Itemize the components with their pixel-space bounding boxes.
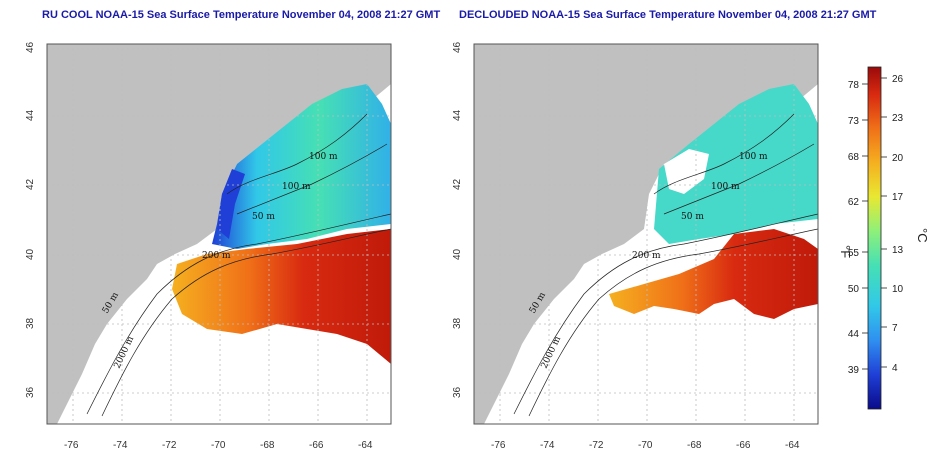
x-tick-label: -74: [113, 440, 128, 451]
contour-label: 200 m: [632, 251, 661, 261]
fahrenheit-tick: 44: [848, 329, 860, 340]
contour-label: 50 m: [252, 212, 275, 222]
land-mass: [47, 44, 391, 424]
sst-cool-region: [654, 84, 818, 244]
fahrenheit-tick: 68: [848, 152, 860, 163]
sst-warm-region: [609, 229, 818, 319]
left-x-axis: -76 -74 -72 -70 -68 -66 -64: [64, 440, 373, 451]
left-y-axis: 46 44 42 40 38 36: [25, 41, 36, 398]
x-tick-label: -66: [309, 440, 324, 451]
y-tick-label: 44: [452, 109, 463, 121]
y-tick-label: 42: [25, 178, 36, 190]
x-tick-label: -68: [687, 440, 702, 451]
celsius-tick: 7: [892, 323, 898, 334]
celsius-tick: 23: [892, 113, 904, 124]
x-tick-label: -76: [491, 440, 506, 451]
celsius-unit-label: °C: [915, 228, 930, 243]
y-tick-label: 36: [452, 386, 463, 398]
x-tick-label: -74: [540, 440, 555, 451]
right-x-axis: -76 -74 -72 -70 -68 -66 -64: [491, 440, 800, 451]
fahrenheit-tick: 78: [848, 80, 860, 91]
contour-label: 50 m: [681, 212, 704, 222]
celsius-tick: 4: [892, 363, 898, 374]
y-tick-label: 46: [452, 41, 463, 53]
celsius-tick: 13: [892, 245, 904, 256]
contour-label: 100 m: [711, 182, 740, 192]
x-tick-label: -68: [260, 440, 275, 451]
x-tick-label: -72: [589, 440, 604, 451]
fahrenheit-tick: 55: [848, 248, 860, 259]
y-tick-label: 38: [25, 317, 36, 329]
fahrenheit-unit-label: °F: [838, 245, 853, 258]
y-tick-label: 44: [25, 109, 36, 121]
fahrenheit-tick: 39: [848, 365, 860, 376]
x-tick-label: -70: [211, 440, 226, 451]
land-mass: [474, 44, 818, 424]
y-tick-label: 42: [452, 178, 463, 190]
contour-label: 200 m: [202, 251, 231, 261]
y-tick-label: 40: [452, 248, 463, 260]
celsius-tick: 17: [892, 192, 904, 203]
colorbar: 78 73 68 62 55 50 44 39 26 23 20 17 13 1…: [838, 66, 930, 410]
right-y-axis: 46 44 42 40 38 36: [452, 41, 463, 398]
right-panel-title: DECLOUDED NOAA-15 Sea Surface Temperatur…: [459, 9, 877, 21]
y-tick-label: 38: [452, 317, 463, 329]
y-tick-label: 40: [25, 248, 36, 260]
colorbar-gradient: [867, 66, 882, 410]
contour-label: 100 m: [309, 152, 338, 162]
y-tick-label: 46: [25, 41, 36, 53]
y-tick-label: 36: [25, 386, 36, 398]
x-tick-label: -64: [785, 440, 800, 451]
fahrenheit-tick: 50: [848, 284, 860, 295]
contour-label: 100 m: [282, 182, 311, 192]
celsius-tick: 10: [892, 284, 904, 295]
sst-coastal-strip: [217, 169, 245, 239]
cloud-masked-area: [664, 149, 709, 194]
contour-label: 100 m: [739, 152, 768, 162]
celsius-tick: 26: [892, 74, 904, 85]
right-map-panel: 100 m 100 m 50 m 200 m 50 m 2000 m: [473, 43, 819, 425]
left-panel-title: RU COOL NOAA-15 Sea Surface Temperature …: [42, 9, 441, 21]
x-tick-label: -72: [162, 440, 177, 451]
sst-cool-region: [212, 84, 391, 249]
x-tick-label: -70: [638, 440, 653, 451]
fahrenheit-tick: 73: [848, 116, 860, 127]
celsius-tick: 20: [892, 153, 904, 164]
x-tick-label: -64: [358, 440, 373, 451]
x-tick-label: -76: [64, 440, 79, 451]
sst-warm-region: [172, 229, 391, 364]
x-tick-label: -66: [736, 440, 751, 451]
fahrenheit-tick: 62: [848, 197, 860, 208]
left-map-panel: 100 m 100 m 50 m 200 m 50 m 2000 m: [46, 43, 392, 425]
